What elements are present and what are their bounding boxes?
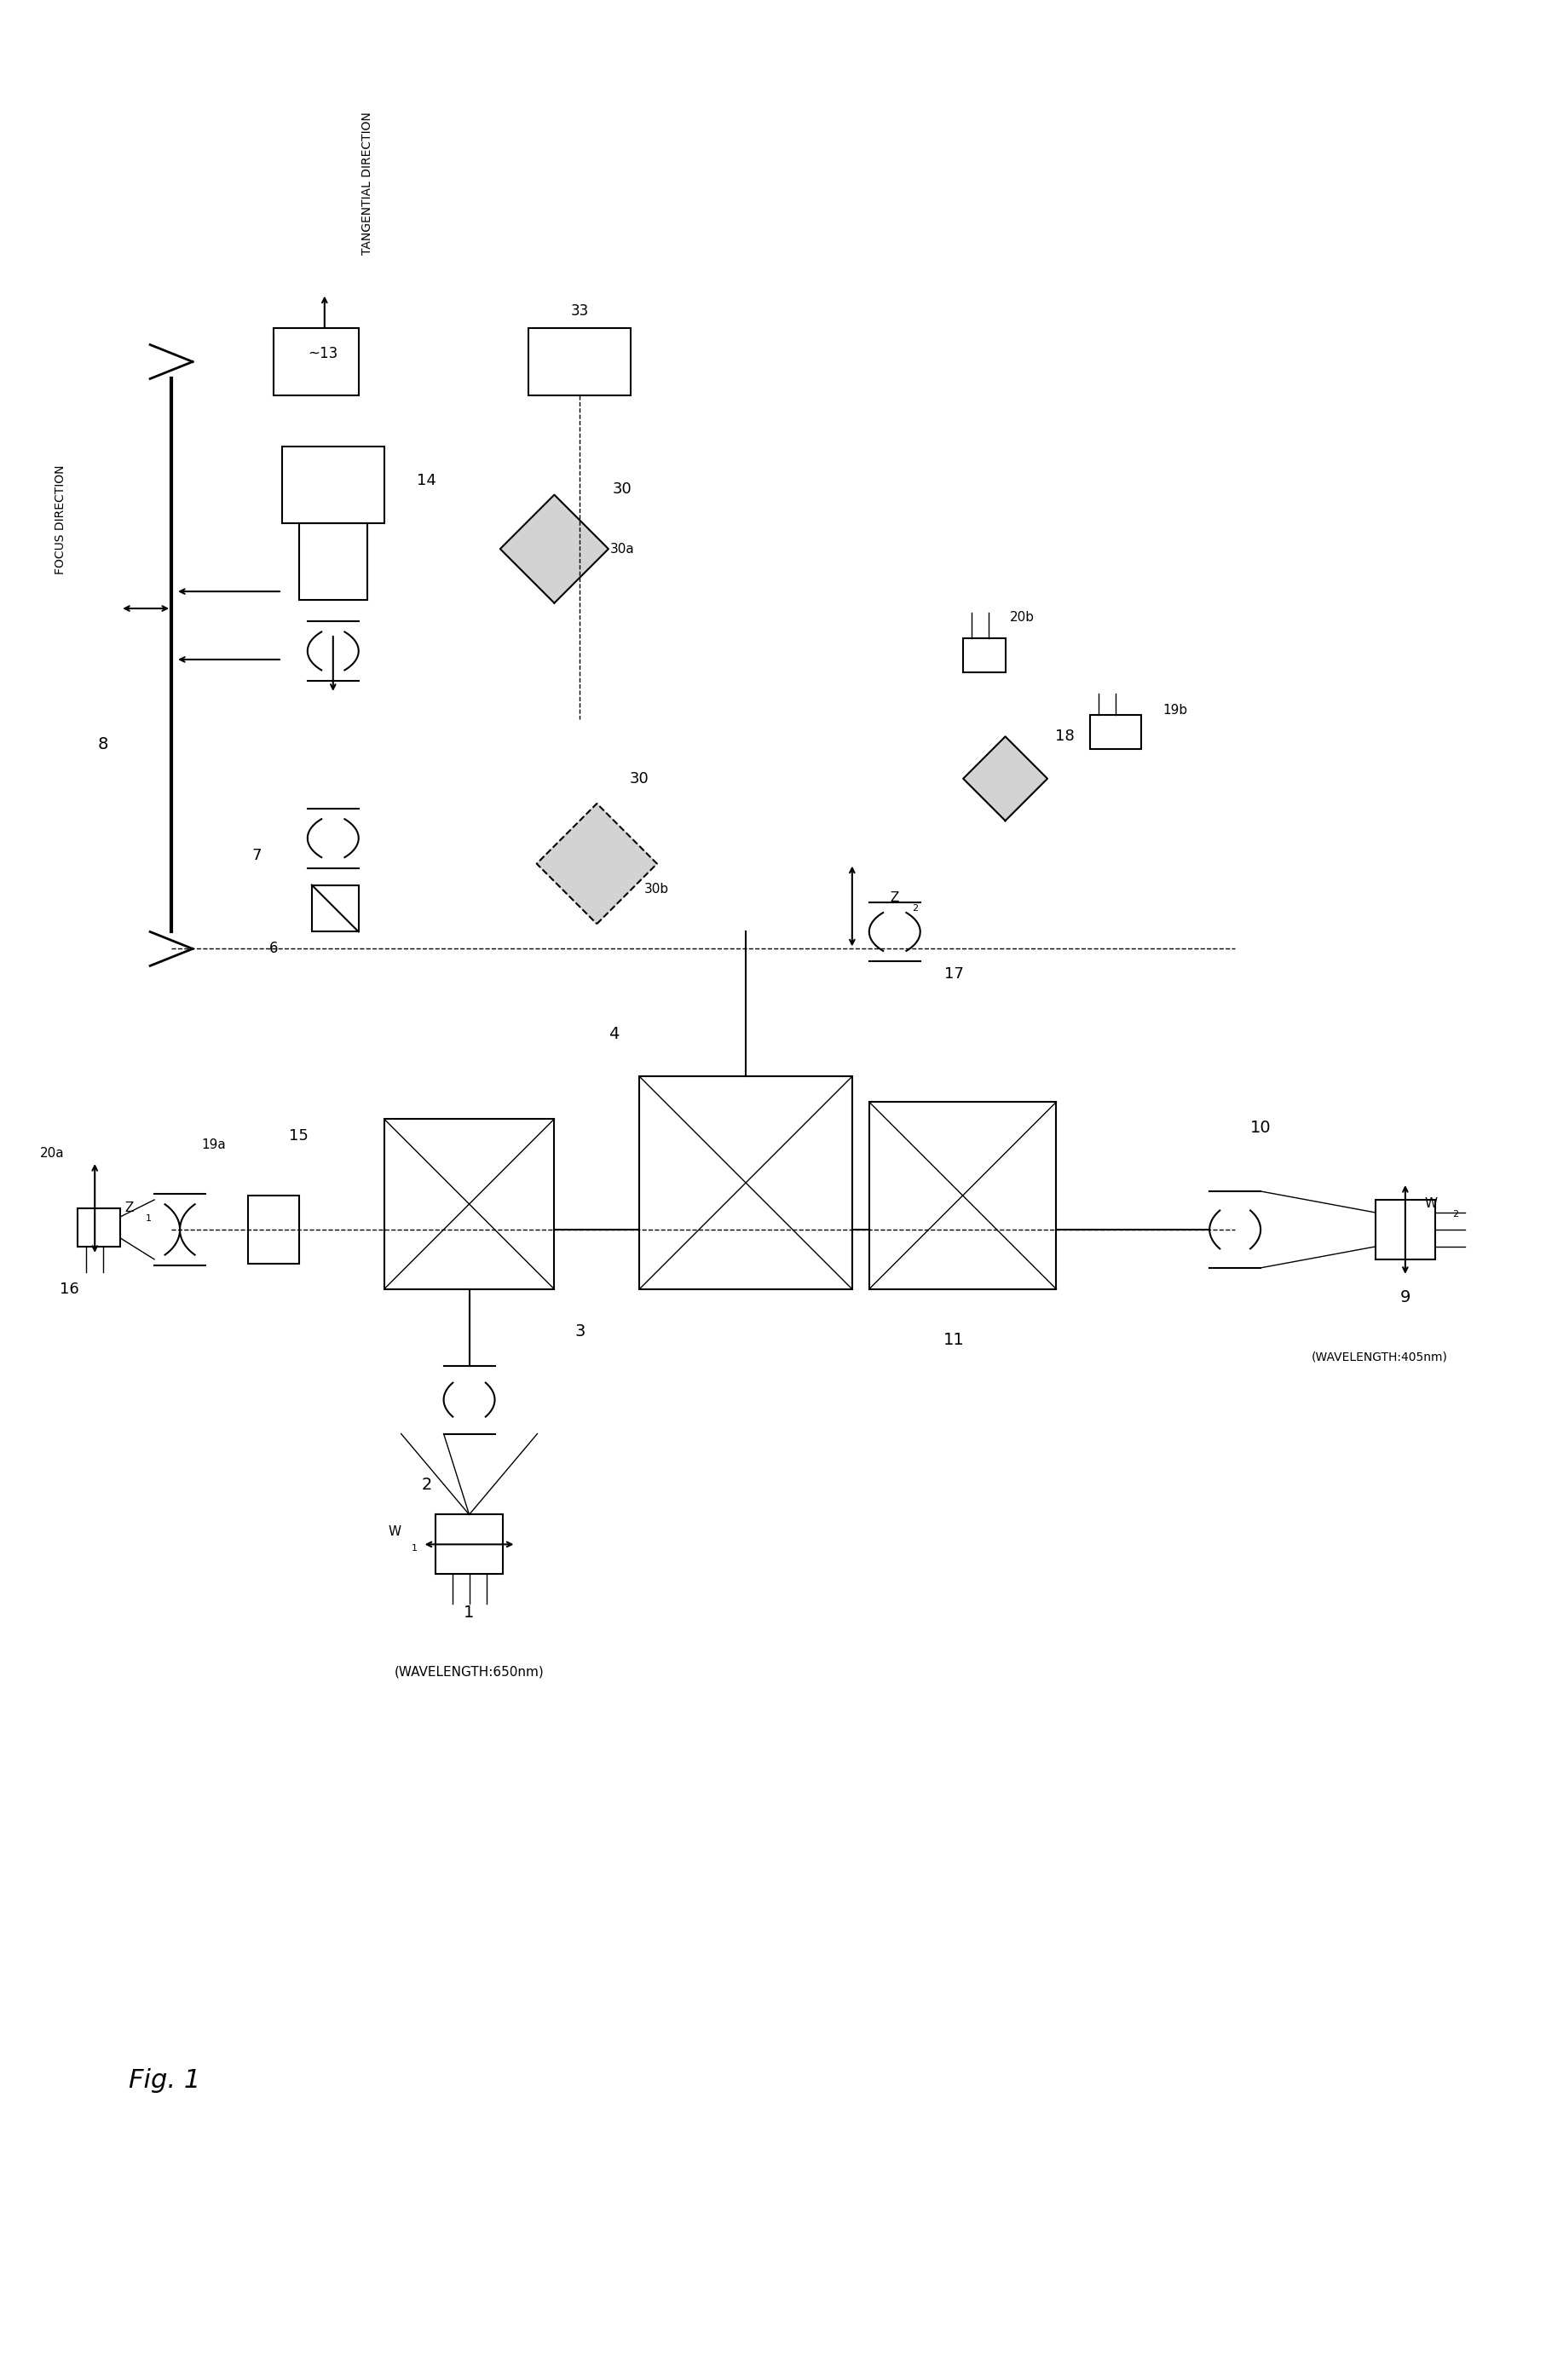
Bar <box>529 328 631 395</box>
Text: 30: 30 <box>629 771 649 785</box>
Bar <box>312 885 359 933</box>
Bar <box>383 1119 555 1290</box>
Text: W: W <box>1424 1197 1438 1211</box>
Text: 2: 2 <box>1452 1209 1458 1219</box>
Bar <box>77 1209 121 1247</box>
Polygon shape <box>536 804 657 923</box>
Text: 19b: 19b <box>1163 704 1187 716</box>
Text: FOCUS DIRECTION: FOCUS DIRECTION <box>54 464 66 574</box>
Text: ~13: ~13 <box>308 345 337 362</box>
Bar <box>247 1195 298 1264</box>
Polygon shape <box>963 735 1048 821</box>
Text: 6: 6 <box>269 940 278 957</box>
Text: (WAVELENGTH:650nm): (WAVELENGTH:650nm) <box>394 1666 544 1678</box>
Text: 14: 14 <box>417 474 436 488</box>
Polygon shape <box>501 495 609 602</box>
Text: 3: 3 <box>575 1323 584 1340</box>
Text: Z: Z <box>890 892 900 904</box>
Text: 18: 18 <box>1056 728 1074 745</box>
Text: 17: 17 <box>945 966 965 983</box>
Bar <box>1090 714 1141 750</box>
Text: 8: 8 <box>97 735 108 752</box>
Text: 7: 7 <box>252 847 261 864</box>
Text: 16: 16 <box>60 1280 79 1297</box>
Text: 30a: 30a <box>611 543 634 555</box>
Text: 9: 9 <box>1401 1290 1410 1307</box>
Text: TANGENTIAL DIRECTION: TANGENTIAL DIRECTION <box>362 112 373 255</box>
Bar <box>963 638 1005 671</box>
Text: 10: 10 <box>1251 1119 1271 1135</box>
Text: 33: 33 <box>570 302 589 319</box>
Bar <box>434 1514 504 1573</box>
Bar <box>640 1076 852 1290</box>
Text: 4: 4 <box>609 1026 618 1042</box>
Text: 20b: 20b <box>1010 612 1034 624</box>
Text: 19a: 19a <box>201 1138 226 1152</box>
Bar <box>274 328 359 395</box>
Text: 1: 1 <box>145 1214 152 1223</box>
Text: W: W <box>388 1526 400 1537</box>
Text: Fig. 1: Fig. 1 <box>128 2068 201 2092</box>
Text: 15: 15 <box>289 1128 309 1145</box>
Text: (WAVELENGTH:405nm): (WAVELENGTH:405nm) <box>1311 1352 1449 1364</box>
Text: 1: 1 <box>411 1545 417 1552</box>
Bar <box>1376 1200 1435 1259</box>
Text: 1: 1 <box>464 1604 475 1621</box>
Text: 30: 30 <box>612 481 632 497</box>
Text: 20a: 20a <box>40 1147 65 1159</box>
Text: 30b: 30b <box>645 883 669 895</box>
Bar <box>281 447 383 524</box>
Text: 2: 2 <box>912 904 918 912</box>
Text: 2: 2 <box>422 1476 431 1492</box>
Text: Z: Z <box>124 1202 133 1214</box>
Bar <box>869 1102 1056 1290</box>
Bar <box>298 524 366 600</box>
Text: 11: 11 <box>943 1333 965 1347</box>
